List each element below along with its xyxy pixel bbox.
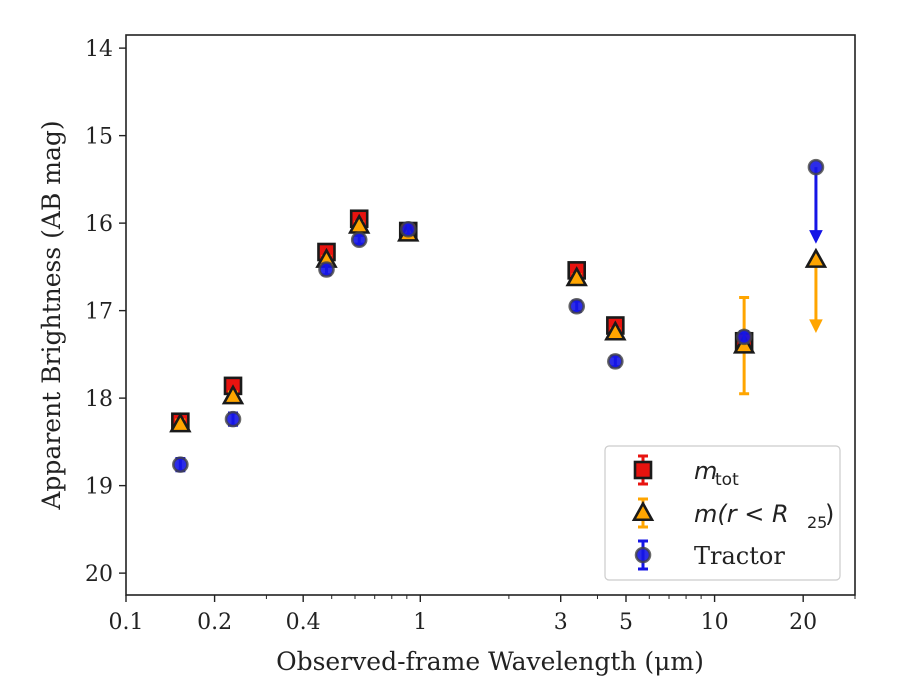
- legend-box: [604, 445, 841, 581]
- data-point-1-8: [804, 247, 828, 268]
- data-point-2-0: [172, 456, 189, 473]
- chart-axes: 0.1 0.2 0.4 1 3 5 10 20 14 15 16 17 18 19 20: [85, 37, 856, 635]
- data-point-1-6: [604, 320, 627, 341]
- legend-marker-1: [631, 500, 655, 522]
- data-point-2-8: [807, 158, 825, 176]
- chart-marks: [169, 158, 828, 473]
- y-tick-label: 14: [85, 37, 113, 62]
- series-1: [169, 213, 828, 433]
- x-tick-label: 1: [413, 610, 427, 635]
- data-point-1-0: [169, 412, 192, 433]
- data-point-2-1: [224, 410, 242, 428]
- y-axis-label: Apparent Brightness (AB mag): [37, 120, 66, 510]
- upper-limit-1-8-arrow: [809, 319, 823, 333]
- series-0: [171, 209, 754, 432]
- data-point-2-3: [350, 231, 368, 249]
- x-tick-label: 5: [619, 610, 633, 635]
- legend-label-0: m: [694, 457, 717, 485]
- x-tick-label: 0.2: [197, 610, 232, 635]
- data-point-2-6: [607, 353, 624, 370]
- data-point-2-5: [568, 297, 586, 315]
- series-2: [172, 158, 825, 473]
- data-point-1-1: [221, 384, 245, 405]
- plot-frame: [125, 34, 856, 596]
- legend-marker-0: [633, 460, 653, 480]
- x-tick-label: 0.4: [286, 610, 321, 635]
- x-axis-label: Observed-frame Wavelength (μm): [276, 647, 704, 676]
- data-point-2-4: [399, 220, 417, 238]
- data-point-2-7: [735, 328, 753, 346]
- data-point-1-5: [565, 266, 588, 287]
- y-tick-label: 15: [85, 125, 113, 150]
- legend-label-sub-1: 25: [807, 513, 827, 532]
- x-tick-label: 0.1: [109, 610, 144, 635]
- y-tick-label: 19: [85, 475, 113, 500]
- x-tick-label: 3: [554, 610, 568, 635]
- x-tick-label: 10: [701, 610, 729, 635]
- legend-marker-2: [634, 546, 652, 564]
- y-tick-label: 20: [85, 562, 113, 587]
- upper-limit-2-8-arrow: [809, 230, 823, 244]
- y-tick-label: 16: [85, 212, 113, 237]
- legend-label-2: Tractor: [694, 542, 785, 570]
- legend-label-close-1: ): [825, 500, 834, 528]
- x-tick-label: 20: [789, 610, 817, 635]
- legend-label-1: m(r < R: [694, 500, 789, 528]
- y-tick-label: 18: [85, 387, 113, 412]
- data-point-2-2: [318, 261, 335, 278]
- y-tick-label: 17: [85, 300, 113, 325]
- legend-label-sub-0: tot: [715, 470, 739, 490]
